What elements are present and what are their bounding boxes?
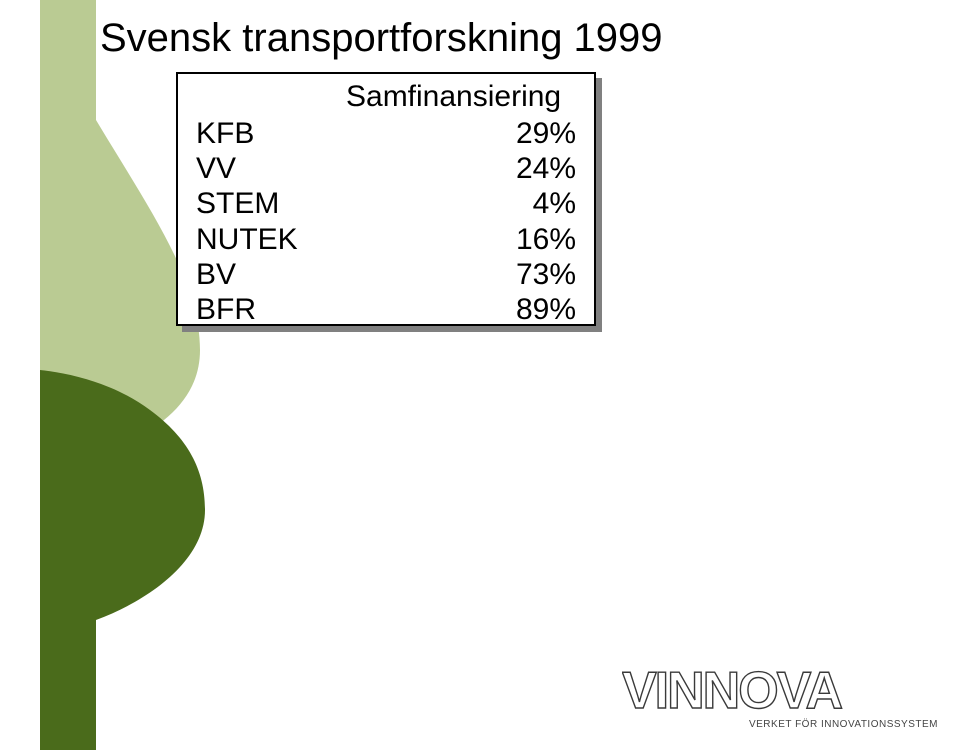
row-label: VV xyxy=(196,151,444,186)
row-value: 29% xyxy=(444,116,576,151)
row-value: 89% xyxy=(444,292,576,327)
row-label: KFB xyxy=(196,116,444,151)
row-label: BV xyxy=(196,257,444,292)
slide-title: Svensk transportforskning 1999 xyxy=(100,16,663,61)
row-label: STEM xyxy=(196,186,444,221)
table-row: STEM4% xyxy=(196,186,576,221)
logo-subtext: VERKET FÖR INNOVATIONSSYSTEM xyxy=(749,719,938,730)
table-body: KFB29%VV24%STEM4%NUTEK16%BV73%BFR89% xyxy=(196,116,576,328)
row-value: 73% xyxy=(444,257,576,292)
row-value: 24% xyxy=(444,151,576,186)
row-value: 16% xyxy=(444,222,576,257)
row-label: NUTEK xyxy=(196,222,444,257)
row-value: 4% xyxy=(444,186,576,221)
table-header: Samfinansiering xyxy=(196,78,576,116)
slide: Svensk transportforskning 1999 Samfinans… xyxy=(0,0,960,750)
logo-text: VINNOVA xyxy=(622,662,843,720)
row-label: BFR xyxy=(196,292,444,327)
data-table: Samfinansiering KFB29%VV24%STEM4%NUTEK16… xyxy=(176,72,596,326)
table-row: BFR89% xyxy=(196,292,576,327)
table-row: BV73% xyxy=(196,257,576,292)
table-row: KFB29% xyxy=(196,116,576,151)
vinnova-logo: VINNOVA VERKET FÖR INNOVATIONSSYSTEM xyxy=(622,662,942,732)
table-row: VV24% xyxy=(196,151,576,186)
table-row: NUTEK16% xyxy=(196,222,576,257)
